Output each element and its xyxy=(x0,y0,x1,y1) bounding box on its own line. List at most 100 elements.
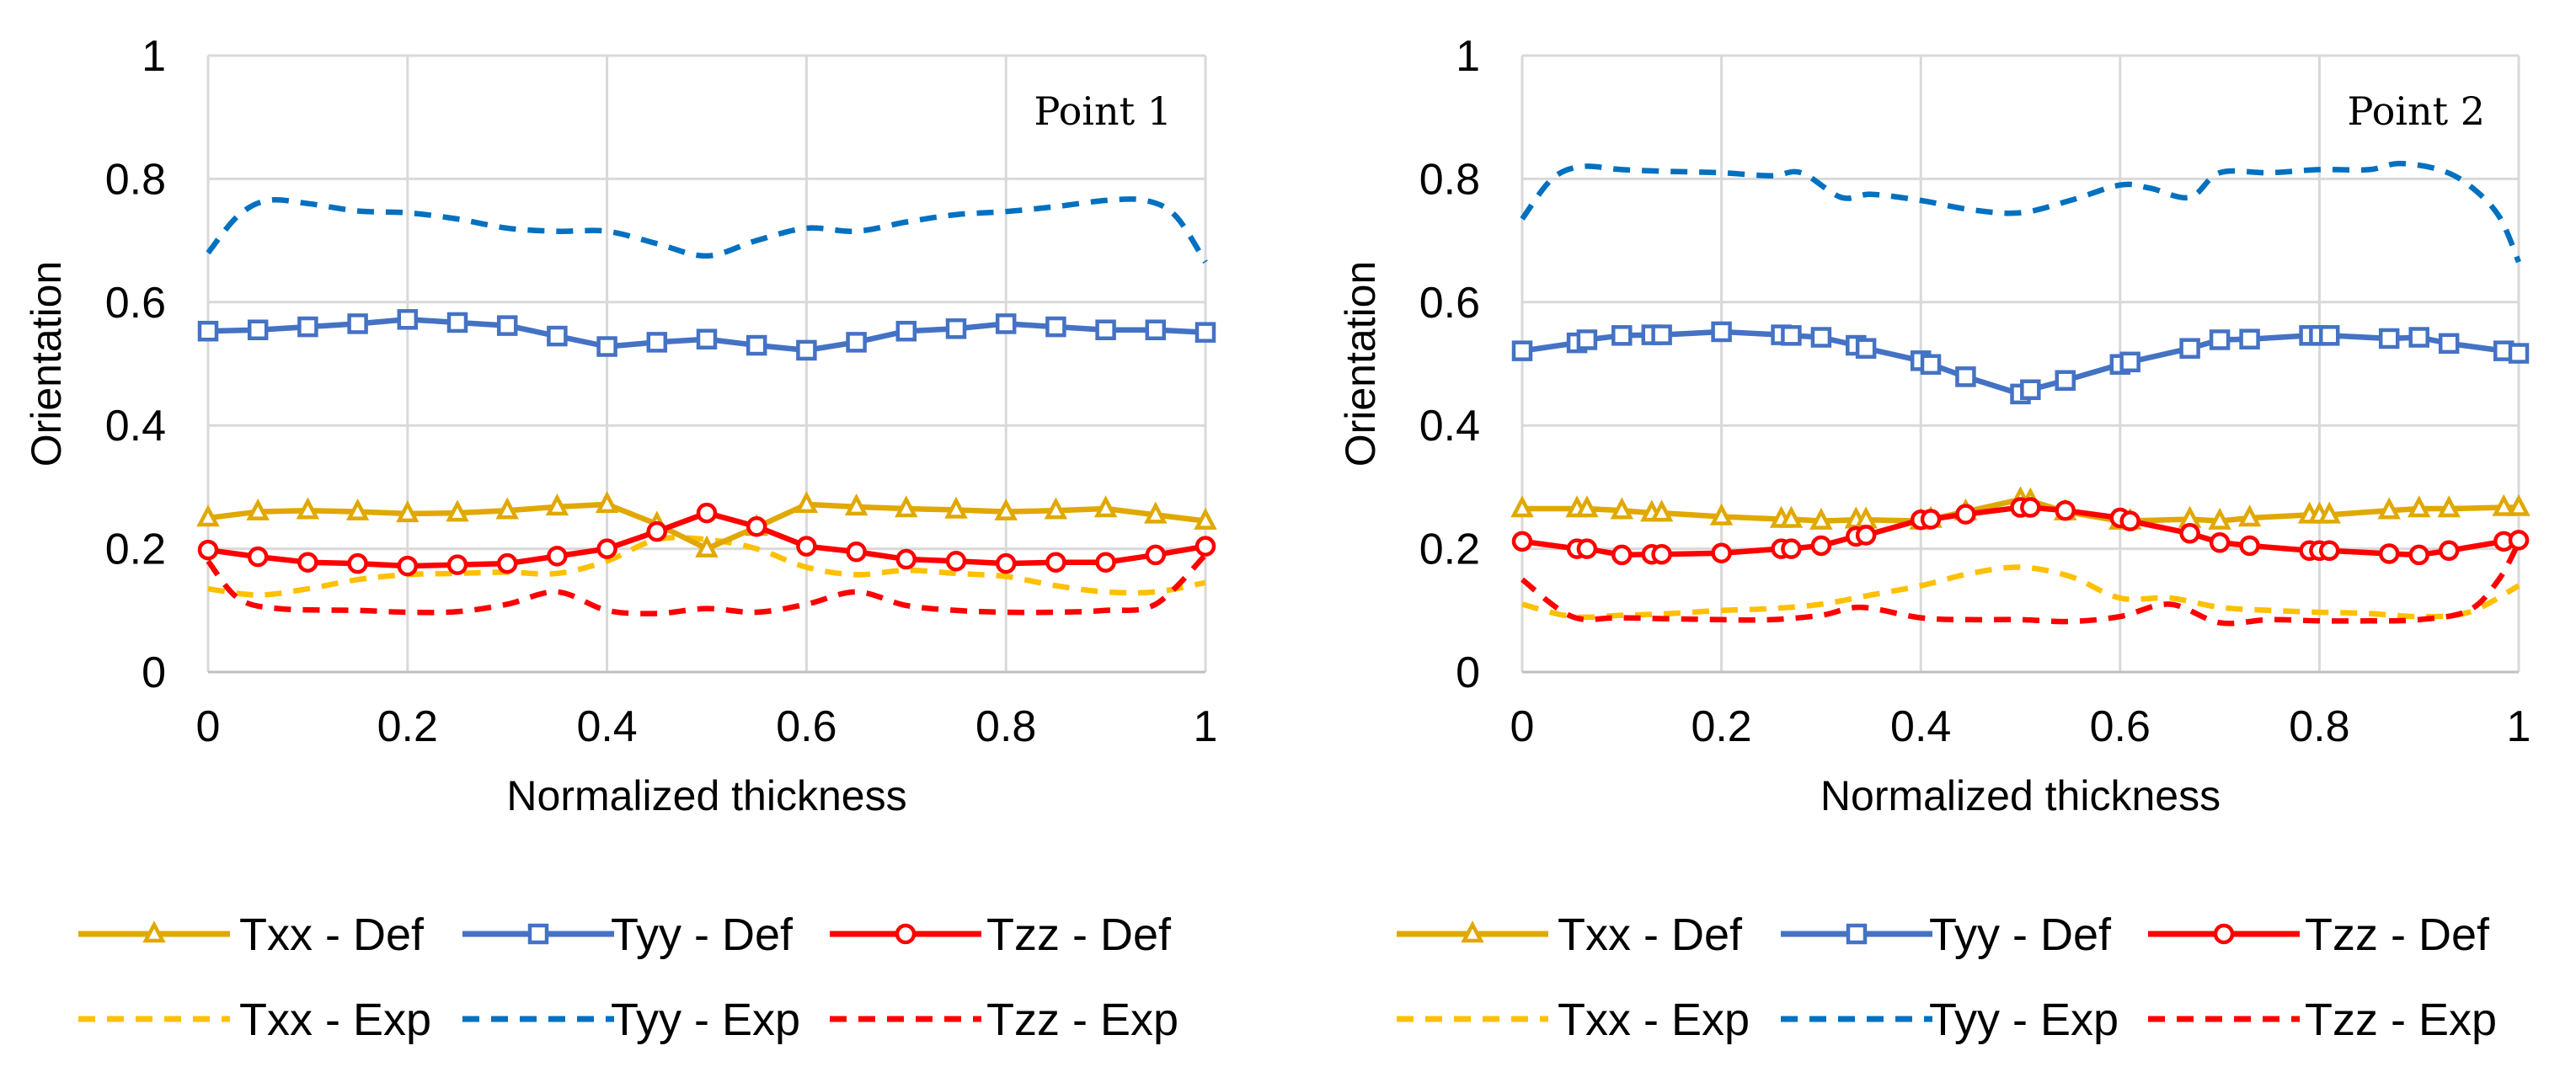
series-tzz-exp xyxy=(206,552,1208,616)
series-line xyxy=(1521,564,2520,621)
chart-point-1: 0 0.2 0.4 0.6 0.8 1 0 0.2 0.4 0.6 0.8 1 Normalized t… xyxy=(23,32,1217,819)
series-tyy-def xyxy=(1511,321,2530,405)
circle-marker xyxy=(1781,538,1802,559)
y-tick-label: 0.2 xyxy=(1419,525,1480,574)
square-marker xyxy=(696,328,718,349)
x-tick-label: 0.2 xyxy=(377,702,438,751)
y-tick-label: 0.8 xyxy=(1419,155,1480,204)
triangle-marker xyxy=(1510,495,1534,518)
legend-point-2: Txx - Def Tyy - Def Tzz - Def Txx - Exp Tyy … xyxy=(1397,910,2497,1045)
legend-entry-tyy-exp: Tyy - Exp xyxy=(1781,995,2119,1045)
y-tick-label: 0.2 xyxy=(105,525,166,574)
circle-marker xyxy=(995,552,1017,574)
x-tick-label: 0.8 xyxy=(975,702,1036,751)
point-annotation: Point 1 xyxy=(1034,88,1173,134)
square-marker xyxy=(796,339,817,361)
triangle-marker xyxy=(296,497,320,520)
x-axis-title: Normalized thickness xyxy=(506,772,906,819)
x-tick-label: 0.6 xyxy=(2090,702,2151,751)
square-marker xyxy=(1955,366,1976,387)
triangle-marker xyxy=(2437,495,2461,518)
series-line xyxy=(1520,160,2522,264)
triangle-marker xyxy=(944,496,968,519)
square-marker xyxy=(2318,325,2340,346)
circle-marker xyxy=(945,550,967,572)
circle-marker xyxy=(347,552,368,574)
square-marker xyxy=(746,334,767,356)
circle-marker xyxy=(895,923,917,945)
square-marker xyxy=(1045,316,1066,338)
circle-marker xyxy=(2179,523,2200,544)
square-marker xyxy=(1095,319,1116,340)
triangle-marker xyxy=(345,498,370,520)
circle-marker xyxy=(1920,509,1942,530)
legend-entry-txx-exp: Txx - Exp xyxy=(1397,995,1750,1045)
circle-marker xyxy=(796,536,817,557)
legend-label: Txx - Exp xyxy=(1558,995,1750,1045)
circle-marker xyxy=(2119,510,2140,531)
square-marker xyxy=(2438,333,2460,355)
legend-entry-tzz-exp: Tzz - Exp xyxy=(2148,995,2497,1045)
square-marker xyxy=(2209,329,2231,350)
legend-label: Tyy - Exp xyxy=(611,995,800,1045)
circle-marker xyxy=(1576,538,1598,559)
circle-marker xyxy=(1145,544,1167,566)
x-tick-label: 0 xyxy=(1510,702,1535,751)
circle-marker xyxy=(2020,497,2041,518)
triangle-marker xyxy=(1854,506,1878,529)
circle-marker xyxy=(2318,540,2340,562)
y-tick-label: 0.8 xyxy=(105,155,166,204)
triangle-marker xyxy=(1575,495,1599,518)
triangle-marker xyxy=(1649,499,1674,522)
triangle-marker xyxy=(545,493,569,516)
y-tick-label: 0 xyxy=(1456,648,1480,697)
series-tzz-def xyxy=(1511,497,2530,566)
square-marker xyxy=(496,315,518,336)
circle-marker xyxy=(496,552,518,574)
series-tyy-exp xyxy=(1520,160,2522,264)
square-marker xyxy=(2239,328,2260,349)
circle-marker xyxy=(247,546,269,568)
square-marker xyxy=(1145,319,1167,340)
square-marker xyxy=(846,332,867,353)
circle-marker xyxy=(297,552,318,573)
triangle-marker xyxy=(1779,505,1804,528)
square-marker xyxy=(1194,322,1216,343)
square-marker xyxy=(197,320,219,342)
circle-marker xyxy=(1711,542,1732,563)
y-tick-label: 0.6 xyxy=(105,279,166,328)
square-marker xyxy=(2508,343,2530,364)
square-marker xyxy=(1576,329,1598,350)
circle-marker xyxy=(1955,504,1976,525)
square-marker xyxy=(297,316,318,338)
circle-marker xyxy=(2438,540,2460,562)
circle-marker xyxy=(197,539,219,561)
triangle-marker xyxy=(2492,493,2515,516)
circle-marker xyxy=(696,502,718,524)
square-marker xyxy=(2378,328,2400,349)
triangle-marker xyxy=(2377,497,2401,520)
triangle-marker xyxy=(844,493,868,516)
square-marker xyxy=(646,332,668,353)
circle-marker xyxy=(1095,552,1116,573)
series-line xyxy=(206,552,1208,616)
legend-label: Tzz - Def xyxy=(986,910,1172,960)
triangle-marker xyxy=(1809,507,1833,530)
y-axis-title: Orientation xyxy=(23,261,70,467)
square-marker xyxy=(1711,321,1732,343)
circle-marker xyxy=(446,554,468,575)
triangle-marker xyxy=(1709,503,1734,525)
y-tick-label: 1 xyxy=(1456,32,1480,81)
legend-entry-tzz-def: Tzz - Def xyxy=(830,910,1172,960)
circle-marker xyxy=(746,515,767,537)
legend-entry-tzz-def: Tzz - Def xyxy=(2148,910,2490,960)
triangle-marker xyxy=(2317,501,2341,524)
legend-label: Tzz - Exp xyxy=(986,995,1178,1045)
triangle-marker xyxy=(196,504,220,527)
series-tyy-exp xyxy=(206,196,1208,264)
square-marker xyxy=(2055,370,2076,392)
circle-marker xyxy=(895,548,917,570)
x-tick-label: 0.4 xyxy=(576,702,637,751)
square-marker xyxy=(2179,338,2200,359)
